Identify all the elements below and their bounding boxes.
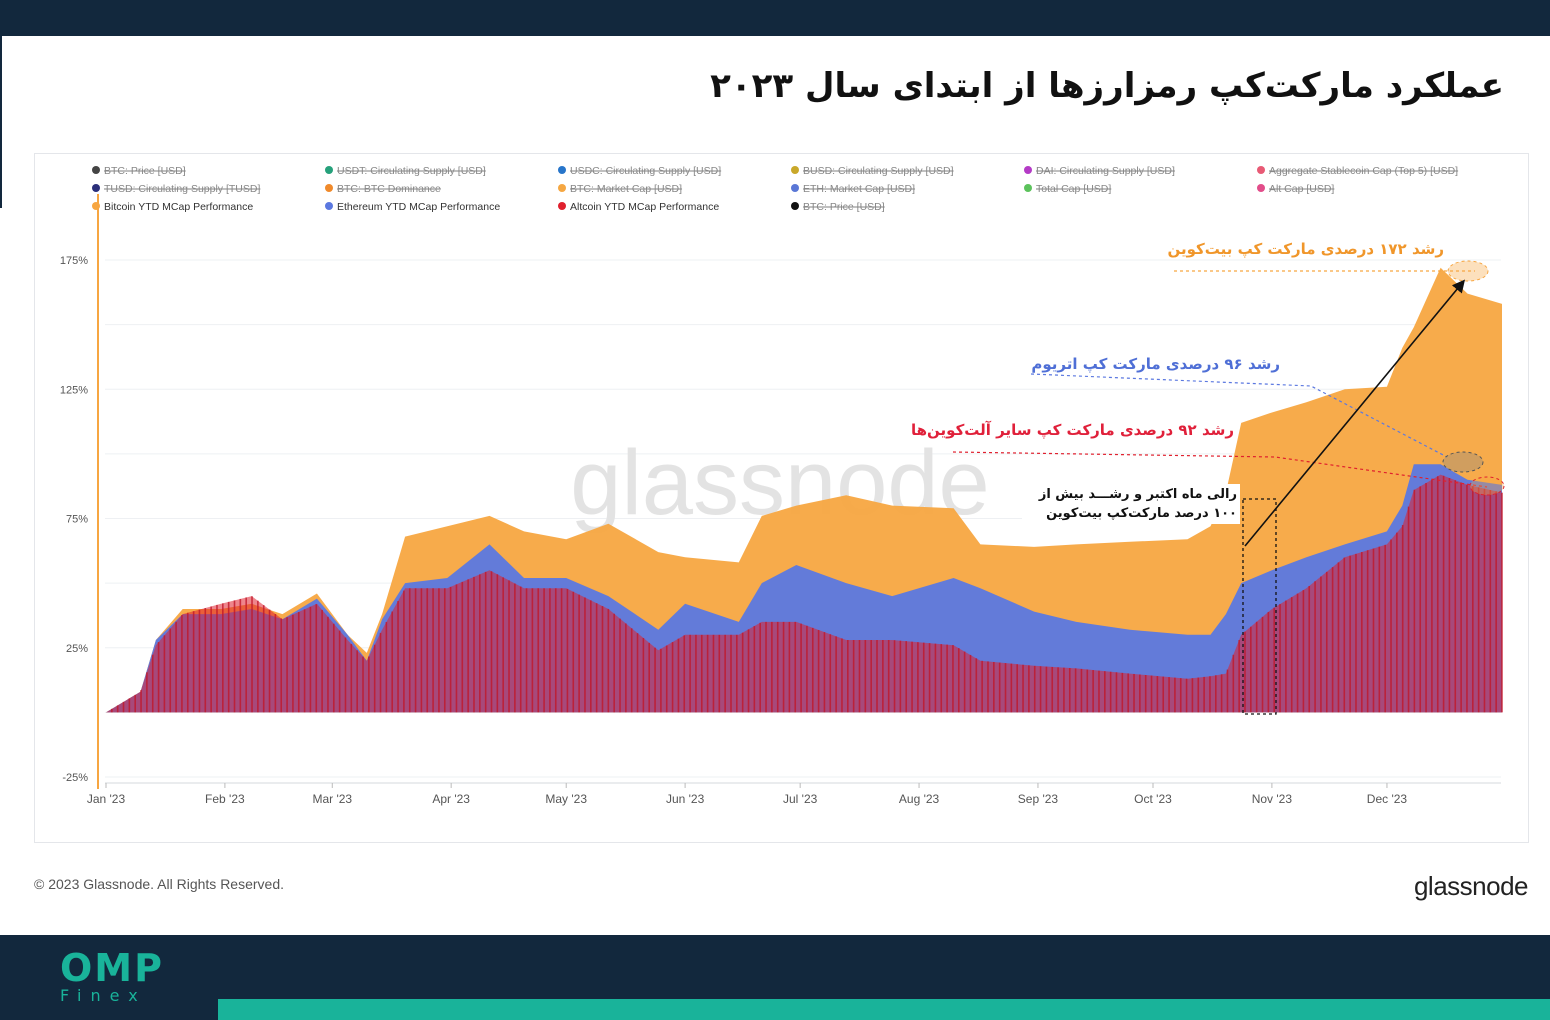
chart-svg: 175% 125% 75% 25% -25% Jan '23 Feb '23 Mar '23 A… — [60, 165, 1505, 806]
legend-item-label: DAI: Circulating Supply [USD] — [1036, 165, 1175, 177]
legend-item-label: ETH: Market Cap [USD] — [803, 183, 915, 195]
legend-swatch — [92, 166, 100, 174]
legend-item-label: USDT: Circulating Supply [USD] — [337, 165, 486, 177]
rally-arrow — [1244, 279, 1466, 547]
legend-swatch — [1257, 166, 1265, 174]
x-tick-label: May '23 — [545, 792, 587, 806]
x-tick-label: Feb '23 — [205, 792, 245, 806]
annotation-altcoin: رشد ۹۲ درصدی مارکت کپ سایر آلت‌کوین‌ها — [911, 421, 1234, 439]
omp-logo-main: OMP — [60, 946, 164, 990]
legend-item-label: Altcoin YTD MCap Performance — [570, 201, 719, 213]
annotation-bitcoin: رشد ۱۷۲ درصدی مارکت کپ بیت‌کوین — [1167, 240, 1444, 258]
copyright-text: © 2023 Glassnode. All Rights Reserved. — [34, 876, 285, 892]
legend-swatch — [1024, 184, 1032, 192]
x-tick-label: Mar '23 — [312, 792, 352, 806]
altcoin-performance-area — [106, 474, 1502, 713]
y-tick-label: 75% — [66, 514, 88, 526]
legend-swatch — [558, 184, 566, 192]
legend-swatch — [791, 202, 799, 210]
legend-item-label: BTC: Price [USD] — [104, 165, 186, 177]
annotation-ethereum: رشد ۹۶ درصدی مارکت کپ اتریوم — [1031, 355, 1280, 373]
x-tick-label: Nov '23 — [1252, 792, 1293, 806]
y-tick-label: 25% — [66, 643, 88, 655]
y-tick-label: 175% — [60, 255, 88, 267]
legend-swatch — [325, 166, 333, 174]
footer-accent-strip — [218, 999, 1550, 1020]
legend-item-label: Bitcoin YTD MCap Performance — [104, 201, 253, 213]
legend-item-label: Total Cap [USD] — [1036, 183, 1111, 195]
x-tick-label: Aug '23 — [899, 792, 940, 806]
x-tick-label: Jan '23 — [87, 792, 126, 806]
x-tick-label: Sep '23 — [1018, 792, 1059, 806]
omp-logo-sub: Finex — [60, 986, 147, 1005]
altcoin-bars — [111, 475, 1503, 713]
legend-item-label: Alt Cap [USD] — [1269, 183, 1334, 195]
legend-item-label: BTC: Price [USD] — [803, 201, 885, 213]
altcoin-peak-marker — [1469, 476, 1505, 496]
y-tick-label: 125% — [60, 384, 88, 396]
x-tick-label: Jul '23 — [783, 792, 818, 806]
legend-item-label: Ethereum YTD MCap Performance — [337, 201, 500, 213]
annotation-october-rally: رالی ماه اکتبر و رشـــد بیش از ۱۰۰ درصد م… — [1022, 484, 1240, 524]
legend-item-label: BTC: BTC Dominance — [337, 183, 441, 195]
legend-item-label: Aggregate Stablecoin Cap (Top 5) [USD] — [1269, 165, 1458, 177]
x-tick-label: Dec '23 — [1367, 792, 1408, 806]
legend-swatch — [558, 166, 566, 174]
legend-item-label: TUSD: Circulating Supply [TUSD] — [104, 183, 260, 195]
x-tick-label: Apr '23 — [432, 792, 470, 806]
legend-item-label: BUSD: Circulating Supply [USD] — [803, 165, 954, 177]
x-tick-label: Jun '23 — [666, 792, 705, 806]
x-tick-label: Oct '23 — [1134, 792, 1172, 806]
altcoin-annotation-leader — [952, 451, 1488, 488]
legend-item-label: BTC: Market Cap [USD] — [570, 183, 682, 195]
legend-swatch — [791, 184, 799, 192]
chart-frame: 175% 125% 75% 25% -25% Jan '23 Feb '23 Mar '23 A… — [34, 153, 1529, 843]
legend-swatch — [1257, 184, 1265, 192]
legend: BTC: Price [USD] USDT: Circulating Supply… — [92, 165, 1458, 213]
legend-swatch — [92, 184, 100, 192]
ethereum-peak-marker — [1442, 451, 1484, 473]
legend-swatch — [791, 166, 799, 174]
october-rally-box — [1242, 498, 1277, 715]
y-tick-label: -25% — [62, 772, 88, 784]
top-bar — [0, 0, 1550, 36]
legend-item-label: USDC: Circulating Supply [USD] — [570, 165, 721, 177]
legend-swatch — [325, 184, 333, 192]
legend-swatch — [325, 202, 333, 210]
legend-swatch — [92, 202, 100, 210]
legend-swatch — [1024, 166, 1032, 174]
glassnode-logo: glassnode — [1413, 871, 1529, 901]
left-rule — [0, 36, 2, 208]
legend-swatch — [558, 202, 566, 210]
page-title: عملکرد مارکت‌کپ رمزارزها از ابتدای سال ۲… — [710, 66, 1504, 106]
omp-finex-logo: OMP Finex — [60, 948, 164, 1005]
bitcoin-peak-marker — [1447, 260, 1489, 282]
